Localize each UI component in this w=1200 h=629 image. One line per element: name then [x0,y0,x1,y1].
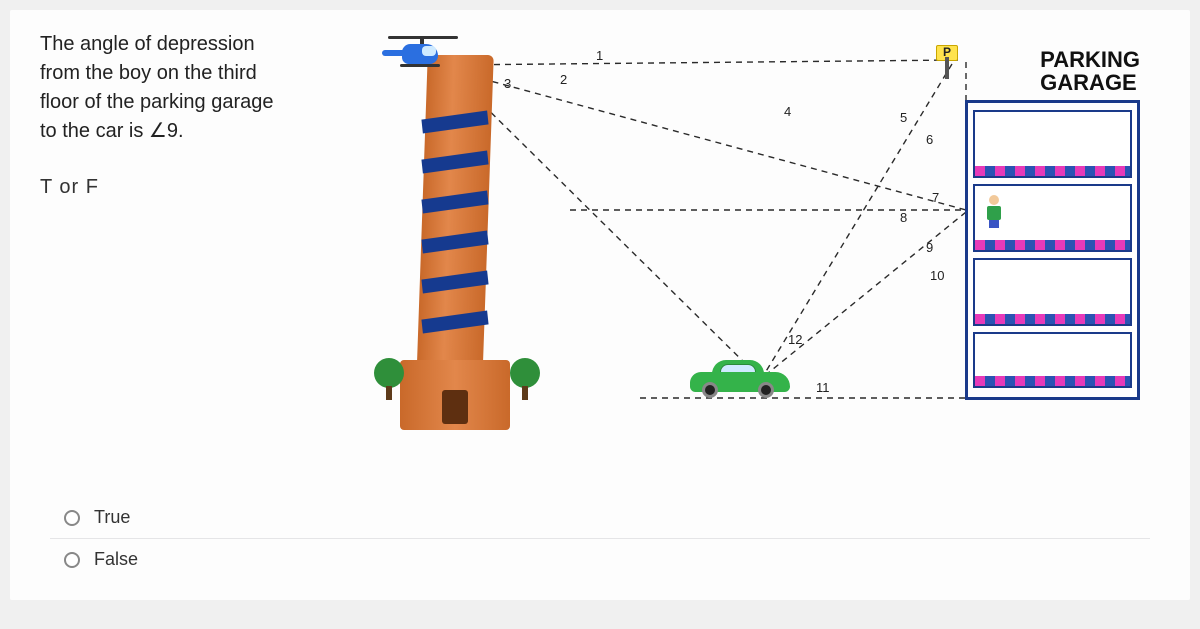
stem-line: floor of the parking garage [40,91,274,113]
stem-line: to the car is ∠9. [40,120,184,142]
stem-line: The angle of depression [40,33,255,55]
answer-false-label: False [94,549,138,570]
angle-10: 10 [930,268,944,283]
angle-4: 4 [784,104,791,119]
car-icon [690,362,790,398]
angle-8: 8 [900,210,907,225]
angle-1: 1 [596,48,603,63]
parking-title: PARKING GARAGE [1040,48,1140,94]
question-column: The angle of depression from the boy on … [40,30,340,199]
diagram: 1 2 3 4 5 6 7 8 9 10 11 12 PARKING GARAG… [360,30,1140,430]
angle-9: 9 [926,240,933,255]
radio-icon [64,552,80,568]
parking-sign-icon [936,45,958,79]
parking-title-2: GARAGE [1040,70,1137,95]
angle-11: 11 [816,380,830,395]
quiz-page: The angle of depression from the boy on … [10,10,1190,600]
radio-icon [64,510,80,526]
angle-6: 6 [926,132,933,147]
question-stem: The angle of depression from the boy on … [40,30,340,146]
answer-true-label: True [94,507,130,528]
parking-title-1: PARKING [1040,47,1140,72]
answer-list: True False [50,497,1150,580]
stem-line: from the boy on the third [40,62,257,84]
boy-icon [983,195,1005,227]
angle-5: 5 [900,110,907,125]
tf-label: T or F [40,176,340,199]
question-row: The angle of depression from the boy on … [40,30,1160,430]
answer-false[interactable]: False [50,539,1150,580]
angle-2: 2 [560,72,567,87]
angle-7: 7 [932,190,939,205]
answer-true[interactable]: True [50,497,1150,539]
tower-icon [370,55,540,430]
parking-garage-icon [965,100,1140,400]
angle-12: 12 [788,332,802,347]
helicopter-icon [382,30,462,70]
